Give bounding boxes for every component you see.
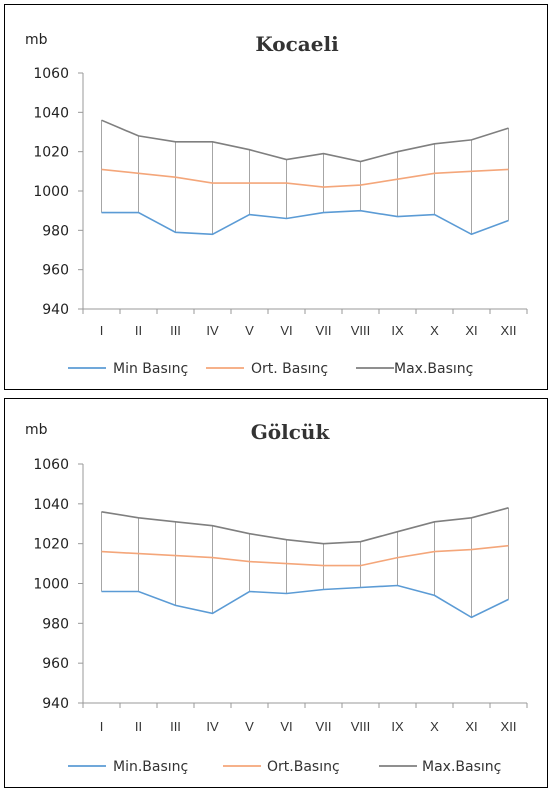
- x-tick-label: X: [430, 719, 439, 734]
- x-tick-label: IV: [206, 719, 219, 734]
- y-tick-label: 980: [42, 223, 69, 239]
- y-tick-label: 1060: [33, 457, 69, 473]
- x-tick-label: I: [100, 323, 104, 338]
- y-tick-label: 980: [42, 616, 69, 632]
- chart-title: Gölcük: [251, 420, 331, 444]
- legend-label: Min Basınç: [113, 361, 188, 377]
- y-tick-label: 940: [42, 696, 69, 712]
- x-tick-label: VIII: [351, 323, 371, 338]
- x-tick-label: XII: [501, 323, 517, 338]
- y-tick-label: 960: [42, 263, 69, 279]
- x-tick-label: V: [245, 719, 254, 734]
- chart-title: Kocaeli: [255, 32, 339, 56]
- y-tick-label: 960: [42, 656, 69, 672]
- y-tick-label: 1060: [33, 66, 69, 82]
- x-tick-label: XII: [501, 719, 517, 734]
- x-tick-label: X: [430, 323, 439, 338]
- chart-panel-golcuk: mb Gölcük 940 960 980 1000 1020 1040 1060 I II II…: [4, 398, 548, 788]
- series-line-min: [101, 584, 509, 619]
- x-tick-label: IV: [206, 323, 219, 338]
- series-line-max: [101, 507, 509, 545]
- x-tick-label: IX: [391, 323, 404, 338]
- series-line-avg: [101, 544, 509, 567]
- x-tick-label: V: [245, 323, 254, 338]
- x-tick-label: III: [170, 323, 181, 338]
- x-tick-label: XI: [465, 323, 477, 338]
- x-tick-label: VIII: [351, 719, 371, 734]
- legend-label: Ort. Basınç: [251, 361, 328, 377]
- series-line-avg: [101, 168, 509, 188]
- y-tick-label: 1040: [33, 497, 69, 513]
- x-tick-label: I: [100, 719, 104, 734]
- chart-panel-kocaeli: mb Kocaeli 940 960 980 1000 1020 1040 1060 I II I…: [4, 4, 548, 390]
- y-tick-label: 1020: [33, 145, 69, 161]
- x-tick-label: VI: [280, 323, 292, 338]
- series-line-max: [101, 119, 509, 163]
- x-tick-label: VII: [316, 323, 332, 338]
- series-line-min: [101, 209, 509, 236]
- x-tick-label: VI: [280, 719, 292, 734]
- legend-label: Max.Basınç: [394, 361, 473, 377]
- y-tick-label: 1000: [33, 184, 69, 200]
- x-tick-label: XI: [465, 719, 477, 734]
- unit-label: mb: [25, 32, 48, 48]
- legend-label: Min.Basınç: [113, 759, 188, 775]
- x-tick-label: VII: [316, 719, 332, 734]
- x-tick-label: III: [170, 719, 181, 734]
- y-tick-label: 1000: [33, 577, 69, 593]
- x-tick-label: II: [135, 323, 142, 338]
- legend-label: Max.Basınç: [422, 759, 501, 775]
- y-tick-label: 1040: [33, 105, 69, 121]
- legend-label: Ort.Basınç: [267, 759, 340, 775]
- y-tick-label: 1020: [33, 537, 69, 553]
- x-tick-label: II: [135, 719, 142, 734]
- unit-label: mb: [25, 422, 48, 438]
- x-tick-label: IX: [391, 719, 404, 734]
- y-tick-label: 940: [42, 302, 69, 318]
